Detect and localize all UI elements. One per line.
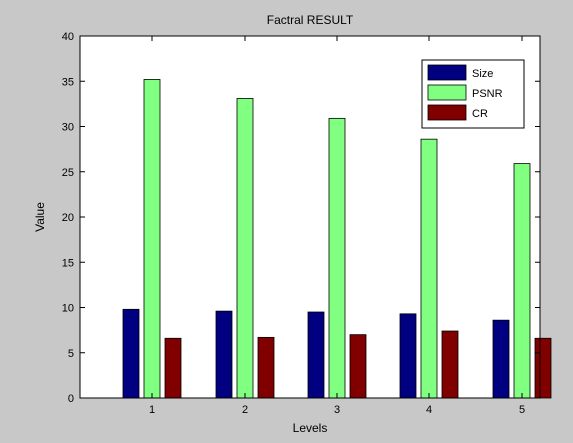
bar-psnr-2 (236, 98, 254, 399)
chart-title: Factral RESULT (267, 13, 354, 27)
bar-size-5 (492, 319, 510, 399)
bar-cr-4 (441, 330, 459, 399)
y-tick-label: 20 (62, 212, 74, 224)
y-tick-label: 15 (62, 257, 74, 269)
legend-swatch-psnr (427, 84, 467, 101)
x-tick-label: 1 (149, 404, 155, 416)
x-tick-label: 3 (334, 404, 340, 416)
y-axis-label: Value (33, 202, 47, 232)
legend-label-cr: CR (472, 108, 488, 120)
y-tick-label: 0 (68, 393, 74, 405)
x-tick-label: 2 (242, 404, 248, 416)
bar-cr-5 (534, 337, 552, 399)
legend-label-size: Size (472, 68, 493, 80)
bar-size-4 (399, 313, 417, 399)
x-tick-label: 5 (519, 404, 525, 416)
legend-swatch-size (427, 64, 467, 81)
bar-psnr-3 (328, 117, 346, 399)
legend: Size PSNR CR (421, 59, 525, 129)
bar-cr-1 (164, 337, 182, 399)
y-tick-label: 10 (62, 303, 74, 315)
bar-psnr-4 (420, 138, 438, 399)
bar-size-3 (307, 311, 325, 399)
y-tick-label: 5 (68, 348, 74, 360)
bar-psnr-5 (513, 163, 531, 399)
y-tick-label: 25 (62, 167, 74, 179)
y-tick-label: 30 (62, 122, 74, 134)
bar-cr-3 (349, 334, 367, 399)
bar-size-1 (122, 308, 140, 399)
bar-cr-2 (257, 336, 275, 399)
bar-size-2 (215, 310, 233, 399)
legend-swatch-cr (427, 104, 467, 121)
ticks-layer: 0 5 10 15 20 25 30 35 40 1 2 3 4 5 (62, 31, 540, 416)
bars-layer (122, 79, 552, 399)
y-tick-label: 40 (62, 31, 74, 43)
y-tick-label: 35 (62, 76, 74, 88)
bar-psnr-1 (143, 79, 161, 399)
x-tick-label: 4 (426, 404, 432, 416)
legend-label-psnr: PSNR (472, 88, 503, 100)
x-axis-label: Levels (293, 421, 328, 435)
